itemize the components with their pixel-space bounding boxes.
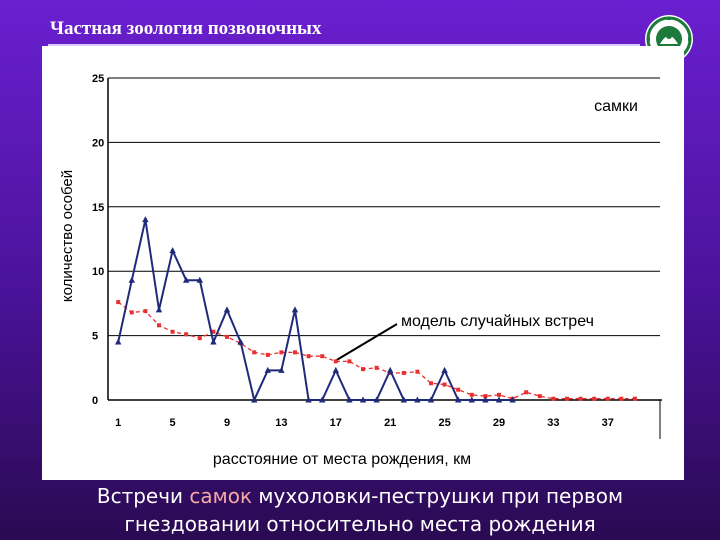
females-point [482,396,489,403]
x-tick-label: 33 [547,417,559,429]
x-tick-label: 17 [330,417,342,429]
females-point [115,338,122,345]
model-point [279,350,284,355]
model-point [578,396,583,401]
females-point [332,366,339,373]
model-point [429,381,433,386]
model-point [143,309,148,314]
females-point [169,247,176,254]
x-tick-label: 9 [224,417,230,429]
y-axis-label: количество особей [59,170,76,302]
females-point [319,396,326,403]
females-point [387,366,394,373]
x-tick-label: 25 [438,417,450,429]
caption-text-start: Встречи [96,484,190,508]
females-point [196,276,203,283]
females-point [509,396,516,403]
model-point [306,354,311,359]
model-point [211,329,216,334]
females-point [251,396,258,403]
model-point [374,365,379,370]
caption-text-end: мухоловки-пеструшки при первом [252,484,624,508]
model-point [469,392,474,397]
model-point [524,390,529,395]
model-point [320,354,325,359]
model-point [537,394,542,399]
model-point [170,329,175,334]
model-point [184,332,189,337]
model-point [157,323,161,328]
model-point [333,359,338,364]
x-tick-label: 37 [602,417,614,429]
caption-highlight: самок [189,484,253,508]
females-point [400,396,407,403]
model-point [551,396,556,401]
model-point [442,382,447,387]
y-tick-label: 10 [92,266,104,278]
females-point [128,276,135,283]
annotation-pointer [334,323,398,362]
model-point [401,370,406,375]
females-point [427,396,435,403]
y-tick-label: 25 [92,73,104,85]
model-point [197,336,202,341]
females-point [495,396,503,403]
chart: количество особей расстояние от места ро… [59,73,662,468]
x-tick-label: 5 [170,417,176,429]
females-point [210,338,217,345]
x-tick-label: 29 [493,417,505,429]
females-series-line [117,219,513,404]
model-point [116,300,121,305]
females-point [305,396,312,403]
caption-line-2: гнездовании относительно места рождения [124,512,596,536]
females-point [291,306,299,313]
model-point [565,396,569,401]
x-axis-label: расстояние от места рождения, км [213,451,471,468]
model-point [633,396,637,401]
model-point [497,392,501,397]
model-point [605,396,610,401]
model-annotation: модель случайных встреч [401,313,594,330]
model-point [483,394,488,399]
model-point [225,334,229,339]
females-point [264,366,271,373]
females-point [142,216,149,223]
females-point [359,396,367,403]
x-tick-label: 21 [384,417,396,429]
model-point [347,359,352,364]
y-tick-label: 15 [92,202,104,214]
females-point [237,338,244,345]
slide-caption: Встречи самок мухоловки-пеструшки при пе… [0,482,720,538]
model-point [456,387,461,392]
model-point [129,310,134,315]
model-point [415,369,420,374]
females-point [346,396,353,403]
females-point [373,396,380,403]
series-label-females: самки [594,98,638,115]
females-point [155,306,163,313]
y-tick-label: 0 [92,395,98,407]
title-divider [48,44,640,47]
y-tick-label: 20 [92,137,104,149]
females-point [183,276,190,283]
model-point [592,396,597,401]
x-tick-label: 1 [115,417,121,429]
model-point [388,370,393,375]
females-point [468,396,475,403]
females-point [455,396,462,403]
model-point [265,352,270,357]
y-tick-label: 5 [92,331,98,343]
model-point [361,367,365,372]
females-point [414,396,421,403]
females-point [223,306,231,313]
slide-title: Частная зоология позвоночных [50,18,322,39]
females-point [441,366,448,373]
model-point [252,350,257,355]
model-point [619,396,624,401]
chart-panel: количество особей расстояние от места ро… [42,46,684,480]
x-tick-label: 13 [275,417,287,429]
model-point [293,350,297,355]
females-point [278,366,285,373]
